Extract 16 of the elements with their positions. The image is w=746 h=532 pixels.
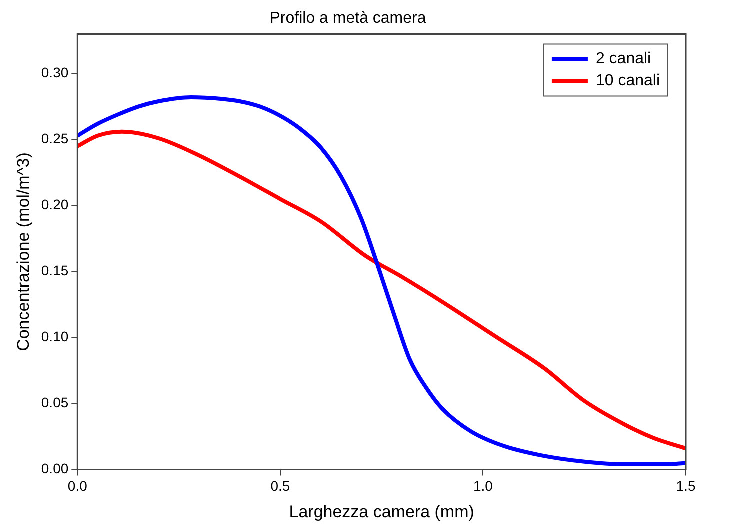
x-tick-label: 0.0 (68, 478, 88, 494)
legend-label: 2 canali (596, 50, 652, 68)
x-tick-label: 0.5 (270, 478, 290, 494)
x-tick-label: 1.5 (676, 478, 696, 494)
y-tick-label: 0.30 (41, 64, 69, 81)
x-tick-label: 1.0 (473, 478, 494, 494)
y-tick-label: 0.00 (41, 460, 69, 477)
y-tick-label: 0.25 (41, 130, 69, 147)
y-tick-label: 0.05 (41, 394, 69, 411)
y-axis-title: Concentrazione (mol/m^3) (14, 152, 33, 352)
x-axis-title: Larghezza camera (mm) (289, 502, 474, 522)
chart-title: Profilo a metà camera (270, 10, 426, 28)
y-tick-label: 0.20 (41, 196, 69, 213)
y-tick-label: 0.15 (41, 262, 69, 279)
y-tick-label: 0.10 (41, 328, 69, 345)
legend-label: 10 canali (596, 72, 660, 90)
